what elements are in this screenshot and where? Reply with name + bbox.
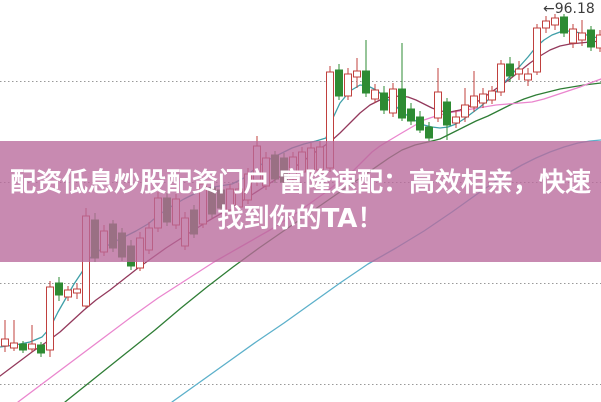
candle xyxy=(551,14,559,30)
candle xyxy=(524,68,532,86)
candle xyxy=(73,283,81,299)
candle xyxy=(371,84,379,103)
candle xyxy=(344,68,352,100)
candle xyxy=(443,98,451,140)
candle xyxy=(560,14,568,37)
candle xyxy=(335,64,343,100)
candle xyxy=(389,83,397,117)
candle xyxy=(596,30,601,52)
candle xyxy=(542,16,550,33)
ad-text-line2: 找到你的TA！ xyxy=(217,203,384,234)
ma-line-pink xyxy=(17,78,601,402)
candle xyxy=(19,341,27,353)
candle xyxy=(569,24,577,48)
ad-text-line1: 配资低息炒股配资门户 富隆速配：高效相亲，快速 xyxy=(9,167,592,198)
candle xyxy=(380,86,388,114)
candle xyxy=(55,277,63,301)
ad-overlay-banner: 配资低息炒股配资门户 富隆速配：高效相亲，快速 找到你的TA！ xyxy=(0,141,601,262)
candle xyxy=(488,86,496,104)
candle xyxy=(452,110,460,128)
latest-price-label: ←96.18 xyxy=(543,1,595,17)
candle xyxy=(533,24,541,75)
candle xyxy=(64,286,72,301)
candle xyxy=(28,325,36,352)
candle xyxy=(398,43,406,121)
candle xyxy=(46,281,54,357)
candle xyxy=(353,58,361,88)
candle xyxy=(407,103,415,125)
candle xyxy=(497,60,505,96)
candle xyxy=(37,342,45,357)
candle xyxy=(578,20,586,46)
candle xyxy=(416,111,424,133)
candle xyxy=(362,40,370,97)
candle xyxy=(479,88,487,108)
candle xyxy=(425,122,433,141)
candle xyxy=(434,68,442,122)
candle xyxy=(1,320,9,352)
candle xyxy=(506,57,514,82)
candle xyxy=(470,71,478,112)
candle xyxy=(587,26,595,51)
candle xyxy=(10,320,18,351)
candle xyxy=(515,61,523,80)
candle xyxy=(461,88,469,122)
